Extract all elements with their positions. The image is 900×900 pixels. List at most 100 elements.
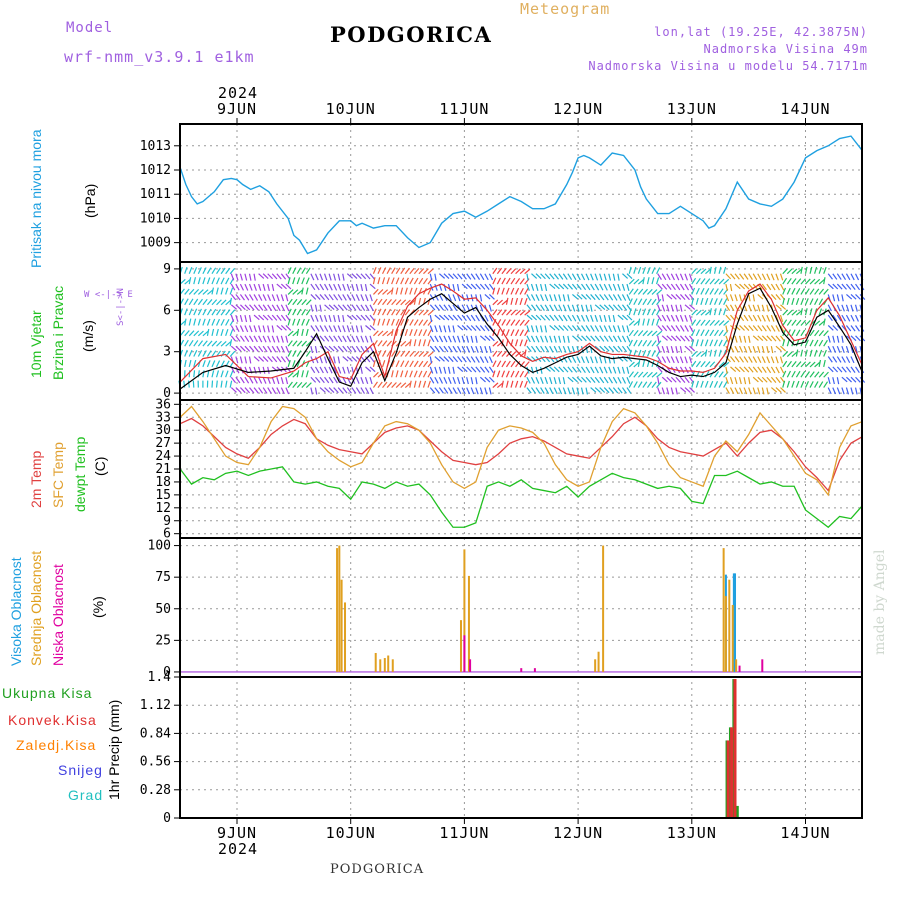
wind-arrow bbox=[704, 361, 711, 368]
wind-arrow bbox=[748, 335, 751, 343]
wind-arrow bbox=[475, 377, 478, 385]
cloud-bar bbox=[374, 652, 377, 672]
wind-arrow bbox=[447, 366, 451, 374]
wind-arrow bbox=[594, 314, 599, 322]
wind-arrow bbox=[818, 288, 825, 295]
wind-arrow bbox=[276, 345, 281, 353]
wind-arrow bbox=[621, 366, 625, 374]
wind-arrow bbox=[779, 314, 784, 322]
wind-arrow bbox=[197, 267, 202, 274]
wind-arrow bbox=[809, 298, 814, 306]
wind-arrow bbox=[628, 361, 635, 368]
wind-arrow bbox=[540, 294, 544, 302]
wind-arrow bbox=[725, 273, 732, 280]
wind-arrow bbox=[594, 294, 601, 301]
wind-arrow bbox=[418, 360, 424, 368]
wind-arrow bbox=[443, 356, 450, 362]
wind-arrow bbox=[594, 273, 599, 281]
wind-arrow bbox=[427, 309, 434, 316]
wind-arrow bbox=[501, 380, 504, 388]
wind-arrow bbox=[795, 297, 800, 305]
wind-arrow bbox=[709, 298, 714, 305]
wind-arrow bbox=[310, 273, 315, 281]
wind-arrow bbox=[567, 345, 571, 353]
wind-arrow bbox=[276, 314, 282, 321]
wind-arrow bbox=[704, 349, 708, 357]
wind-arrow bbox=[633, 288, 639, 295]
wind-arrow bbox=[804, 380, 810, 388]
wind-arrow bbox=[225, 299, 232, 306]
cloud-bar bbox=[469, 659, 472, 672]
wind-arrow bbox=[809, 349, 813, 357]
wind-arrow bbox=[496, 328, 501, 337]
wind-arrow bbox=[429, 345, 436, 352]
precip-tick-label: 0.84 bbox=[140, 726, 171, 741]
wind-arrow bbox=[594, 387, 601, 393]
wind-arrow bbox=[215, 287, 219, 295]
wind-arrow bbox=[377, 340, 383, 347]
wind-arrow bbox=[738, 377, 742, 385]
wind-arrow bbox=[646, 318, 650, 326]
wind-arrow bbox=[434, 376, 439, 384]
temp-tick-label: 18 bbox=[155, 475, 171, 490]
wind-arrow bbox=[230, 304, 238, 310]
wind-arrow bbox=[249, 304, 255, 311]
wind-arrow bbox=[590, 335, 596, 342]
wind-arrow bbox=[795, 319, 802, 326]
wind-arrow bbox=[558, 294, 562, 302]
wind-arrow bbox=[400, 360, 405, 368]
wind-arrow bbox=[734, 273, 740, 280]
wind-arrow bbox=[337, 335, 343, 343]
wind-arrow bbox=[413, 380, 417, 388]
wind-arrow bbox=[457, 314, 463, 321]
wind-arrow bbox=[355, 356, 362, 363]
wind-arrow bbox=[748, 304, 752, 312]
wind-arrow bbox=[197, 318, 201, 326]
wind-arrow bbox=[642, 308, 647, 316]
wind-arrow bbox=[391, 328, 394, 336]
wind-arrow bbox=[519, 319, 525, 326]
lonlat-text: lon,lat (19.25E, 42.3875N) bbox=[654, 25, 868, 39]
wind-arrow bbox=[809, 329, 815, 337]
wind-arrow bbox=[684, 294, 690, 301]
wind-arrow bbox=[328, 387, 335, 394]
wind-arrow bbox=[553, 335, 557, 343]
wind-arrow bbox=[413, 309, 420, 316]
wind-arrow bbox=[466, 304, 471, 312]
wind-arrow bbox=[248, 325, 253, 333]
wind-arrow bbox=[544, 345, 550, 353]
wind-arrow bbox=[637, 359, 641, 367]
wind-arrow bbox=[748, 325, 754, 332]
wind-arrow bbox=[324, 345, 331, 352]
wind-arrow bbox=[752, 366, 759, 373]
wind-arrow bbox=[466, 345, 471, 353]
wind-arrow bbox=[823, 266, 827, 274]
wind-arrow bbox=[258, 314, 265, 321]
wind-tick-label: 3 bbox=[163, 345, 171, 360]
wind-arrow bbox=[688, 314, 693, 322]
wind-arrow bbox=[461, 273, 467, 280]
wind-arrow bbox=[422, 380, 427, 388]
wind-arrow bbox=[292, 298, 298, 306]
wind-arrow bbox=[628, 298, 633, 306]
wind-arrow bbox=[549, 345, 554, 353]
wind-arrow bbox=[553, 294, 557, 302]
wind-arrow bbox=[287, 318, 291, 326]
wind-arrow bbox=[841, 376, 848, 383]
wind-arrow bbox=[470, 283, 477, 290]
wind-arrow bbox=[718, 371, 724, 378]
wind-arrow bbox=[373, 330, 379, 337]
wind-arrow bbox=[535, 294, 540, 302]
wind-arrow bbox=[484, 325, 490, 332]
wind-arrow bbox=[466, 294, 470, 302]
wind-arrow bbox=[581, 366, 586, 374]
wind-arrow bbox=[369, 335, 373, 343]
wind-arrow bbox=[580, 356, 585, 364]
cloud-bar bbox=[724, 596, 727, 672]
wind-arrow bbox=[748, 387, 752, 395]
wind-arrow bbox=[723, 308, 727, 316]
wind-arrow bbox=[628, 381, 634, 388]
wind-arrow bbox=[657, 325, 663, 332]
wind-arrow bbox=[675, 294, 682, 300]
wind-arrow bbox=[244, 335, 250, 343]
